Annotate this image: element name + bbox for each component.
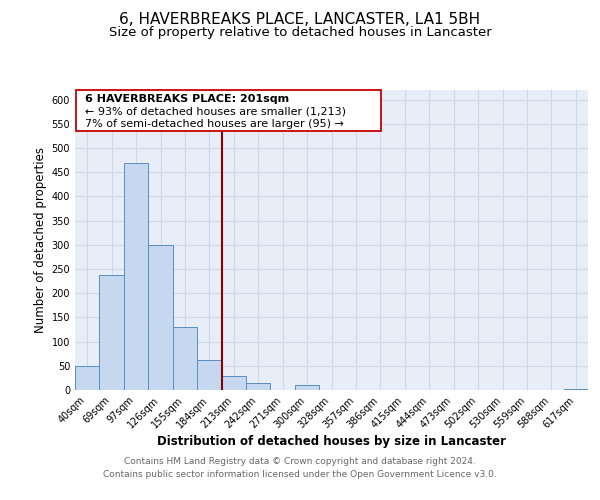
Bar: [246, 382, 271, 390]
Bar: [295, 385, 319, 390]
Bar: [100, 275, 124, 390]
Bar: [173, 327, 197, 390]
X-axis label: Distribution of detached houses by size in Lancaster: Distribution of detached houses by size …: [157, 436, 506, 448]
Text: 6, HAVERBREAKS PLACE, LANCASTER, LA1 5BH: 6, HAVERBREAKS PLACE, LANCASTER, LA1 5BH: [119, 12, 481, 28]
Y-axis label: Number of detached properties: Number of detached properties: [34, 147, 47, 333]
Text: ← 93% of detached houses are smaller (1,213): ← 93% of detached houses are smaller (1,…: [85, 106, 346, 117]
Text: 6 HAVERBREAKS PLACE: 201sqm: 6 HAVERBREAKS PLACE: 201sqm: [85, 94, 289, 104]
Bar: [75, 366, 100, 390]
Text: Contains public sector information licensed under the Open Government Licence v3: Contains public sector information licen…: [103, 470, 497, 479]
Bar: [197, 360, 221, 390]
Text: Contains HM Land Registry data © Crown copyright and database right 2024.: Contains HM Land Registry data © Crown c…: [124, 458, 476, 466]
Bar: [124, 162, 148, 390]
Bar: [148, 245, 173, 390]
FancyBboxPatch shape: [76, 90, 381, 130]
Text: Size of property relative to detached houses in Lancaster: Size of property relative to detached ho…: [109, 26, 491, 39]
Bar: [221, 376, 246, 390]
Bar: [563, 388, 588, 390]
Text: 7% of semi-detached houses are larger (95) →: 7% of semi-detached houses are larger (9…: [85, 120, 344, 130]
